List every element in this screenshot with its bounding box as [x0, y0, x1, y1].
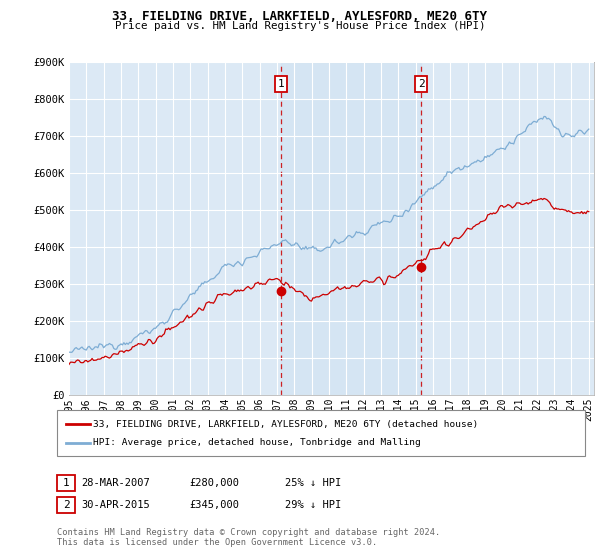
- Text: 1: 1: [278, 79, 284, 89]
- Text: £345,000: £345,000: [189, 500, 239, 510]
- Text: 2: 2: [62, 500, 70, 510]
- Text: 2: 2: [418, 79, 425, 89]
- Text: 30-APR-2015: 30-APR-2015: [81, 500, 150, 510]
- Text: 33, FIELDING DRIVE, LARKFIELD, AYLESFORD, ME20 6TY (detached house): 33, FIELDING DRIVE, LARKFIELD, AYLESFORD…: [93, 420, 478, 429]
- Text: 28-MAR-2007: 28-MAR-2007: [81, 478, 150, 488]
- Text: £280,000: £280,000: [189, 478, 239, 488]
- Text: 29% ↓ HPI: 29% ↓ HPI: [285, 500, 341, 510]
- Text: Contains HM Land Registry data © Crown copyright and database right 2024.
This d: Contains HM Land Registry data © Crown c…: [57, 528, 440, 547]
- Bar: [281, 62, 421, 395]
- Text: 1: 1: [62, 478, 70, 488]
- Text: Price paid vs. HM Land Registry's House Price Index (HPI): Price paid vs. HM Land Registry's House …: [115, 21, 485, 31]
- Text: 25% ↓ HPI: 25% ↓ HPI: [285, 478, 341, 488]
- Text: 33, FIELDING DRIVE, LARKFIELD, AYLESFORD, ME20 6TY: 33, FIELDING DRIVE, LARKFIELD, AYLESFORD…: [113, 10, 487, 22]
- Text: HPI: Average price, detached house, Tonbridge and Malling: HPI: Average price, detached house, Tonb…: [93, 438, 421, 447]
